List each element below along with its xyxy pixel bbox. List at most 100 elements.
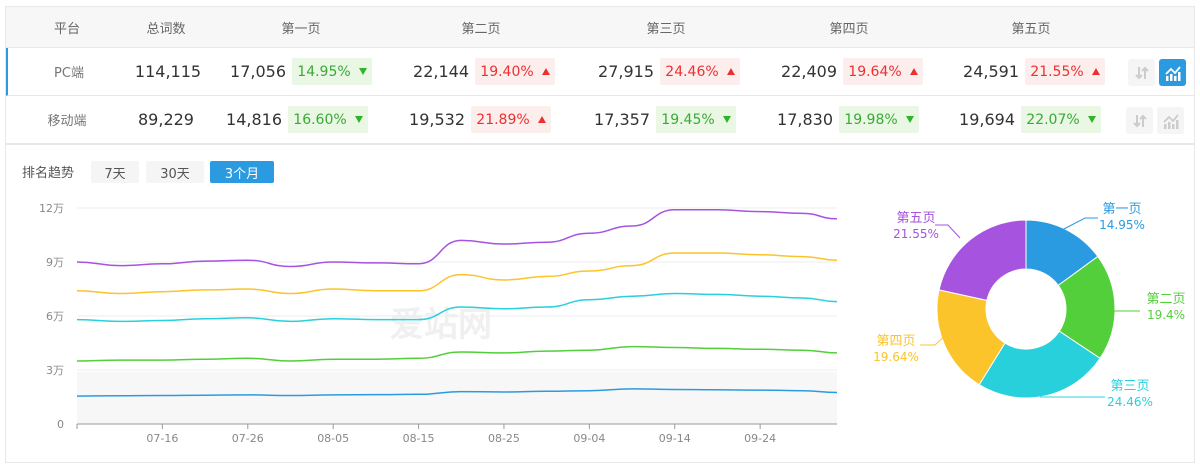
header-page4: 第四页 [829, 21, 869, 37]
header-page2: 第二页 [461, 21, 501, 37]
table-header: 平台 总词数 第一页 第二页 第三页 第四页 第五页 [6, 7, 1194, 48]
watermark: 爱站网 [390, 305, 492, 345]
page-pct: 19.45% [661, 111, 715, 128]
page-pct-badge: 21.55% [1025, 58, 1105, 85]
arrow-down-icon [905, 116, 914, 123]
page-cell: 14,816 16.60% [214, 96, 368, 143]
arrow-down-icon [358, 68, 367, 75]
page-count: 17,056 [230, 62, 286, 81]
header-page1: 第一页 [281, 21, 321, 37]
pie-slice [938, 219, 1027, 301]
table-row: PC端 114,115 17,056 14.95% 22,144 19.40% … [6, 48, 1194, 96]
total-count: 89,229 [138, 110, 194, 129]
pie-label: 第一页 [1102, 202, 1141, 217]
y-tick-label: 3万 [46, 364, 64, 377]
pie-value: 21.55% [893, 227, 939, 241]
pie-leader-line [1061, 217, 1098, 231]
page-count: 24,591 [963, 62, 1019, 81]
table-row: 移动端 89,229 14,816 16.60% 19,532 21.89% 1… [6, 96, 1194, 144]
page-count: 19,694 [959, 110, 1015, 129]
header-platform: 平台 [53, 21, 80, 37]
page-pct: 22.07% [1026, 111, 1080, 128]
ranking-table: 平台 总词数 第一页 第二页 第三页 第四页 第五页 PC端 114,115 1… [5, 6, 1195, 145]
page-cell: 17,056 14.95% [218, 48, 372, 95]
arrow-up-icon [909, 68, 918, 75]
pie-label: 第五页 [896, 211, 935, 226]
page-pct-badge: 22.07% [1021, 106, 1101, 133]
pie-leader-line [920, 332, 949, 346]
sort-button[interactable] [1128, 59, 1155, 86]
y-tick-label: 0 [57, 418, 64, 431]
bar-chart-trend-icon [1164, 65, 1181, 81]
x-tick-label: 07-26 [232, 432, 264, 445]
page-pct: 19.40% [480, 63, 534, 80]
page-pct-badge: 19.64% [843, 58, 923, 85]
y-tick-label: 9万 [46, 256, 64, 269]
series-line-3 [76, 292, 838, 323]
x-tick-label: 07-16 [146, 432, 178, 445]
bar-chart-trend-icon [1162, 113, 1179, 129]
arrow-down-icon [722, 116, 731, 123]
pie-leader-line [935, 224, 961, 239]
page-pct: 16.60% [293, 111, 347, 128]
platform-name: 移动端 [47, 114, 87, 129]
page-pct: 19.98% [844, 111, 898, 128]
page-pct-badge: 19.98% [839, 106, 919, 133]
page-cell: 17,830 19.98% [765, 96, 919, 143]
header-page3: 第三页 [646, 21, 686, 37]
series-line-4 [76, 345, 838, 362]
range-3m-button[interactable]: 3个月 [210, 161, 274, 183]
pie-value: 19.64% [873, 350, 919, 364]
page-pct: 21.89% [476, 111, 530, 128]
pie-label: 第二页 [1146, 292, 1185, 307]
pie-label: 第三页 [1110, 379, 1149, 394]
x-tick-label: 09-04 [573, 432, 605, 445]
page-pct: 24.46% [665, 63, 719, 80]
arrow-down-icon [1087, 116, 1096, 123]
series-line-2 [76, 252, 838, 295]
y-tick-label: 6万 [46, 310, 64, 323]
page-pct-badge: 21.89% [471, 106, 551, 133]
page-cell: 24,591 21.55% [951, 48, 1105, 95]
x-tick-label: 08-25 [488, 432, 520, 445]
trend-chart-button[interactable] [1159, 59, 1186, 86]
page-count: 22,409 [781, 62, 837, 81]
total-count: 114,115 [134, 62, 202, 81]
header-total: 总词数 [146, 21, 186, 37]
x-tick-label: 09-14 [659, 432, 691, 445]
page-cell: 19,694 22.07% [947, 96, 1101, 143]
sort-icon [1132, 114, 1147, 127]
page-pct-badge: 19.40% [475, 58, 555, 85]
trend-chart-button[interactable] [1157, 107, 1184, 134]
page-pct: 21.55% [1030, 63, 1084, 80]
page-cell: 22,144 19.40% [401, 48, 555, 95]
x-tick-label: 08-15 [403, 432, 435, 445]
arrow-down-icon [354, 116, 363, 123]
sort-button[interactable] [1126, 107, 1153, 134]
page-pct-badge: 14.95% [292, 58, 372, 85]
page-cell: 19,532 21.89% [397, 96, 551, 143]
y-tick-label: 12万 [39, 202, 64, 215]
header-page5: 第五页 [1011, 21, 1051, 37]
page-cell: 22,409 19.64% [769, 48, 923, 95]
page-count: 19,532 [409, 110, 465, 129]
range-7d-button[interactable]: 7天 [91, 161, 139, 183]
shaded-band [77, 371, 837, 424]
page-cell: 27,915 24.46% [586, 48, 740, 95]
page-cell: 17,357 19.45% [582, 96, 736, 143]
x-tick-label: 08-05 [317, 432, 349, 445]
page-count: 17,357 [594, 110, 650, 129]
page-count: 14,816 [226, 110, 282, 129]
arrow-up-icon [541, 68, 550, 75]
range-30d-button[interactable]: 30天 [146, 161, 204, 183]
pie-value: 14.95% [1099, 218, 1145, 232]
pie-value: 24.46% [1107, 395, 1153, 409]
sort-icon [1134, 66, 1149, 79]
arrow-up-icon [537, 116, 546, 123]
trend-title: 排名趋势 [22, 166, 75, 181]
series-line-5 [76, 388, 838, 397]
page-pct: 19.64% [848, 63, 902, 80]
arrow-up-icon [1091, 68, 1100, 75]
page-pct-badge: 19.45% [656, 106, 736, 133]
